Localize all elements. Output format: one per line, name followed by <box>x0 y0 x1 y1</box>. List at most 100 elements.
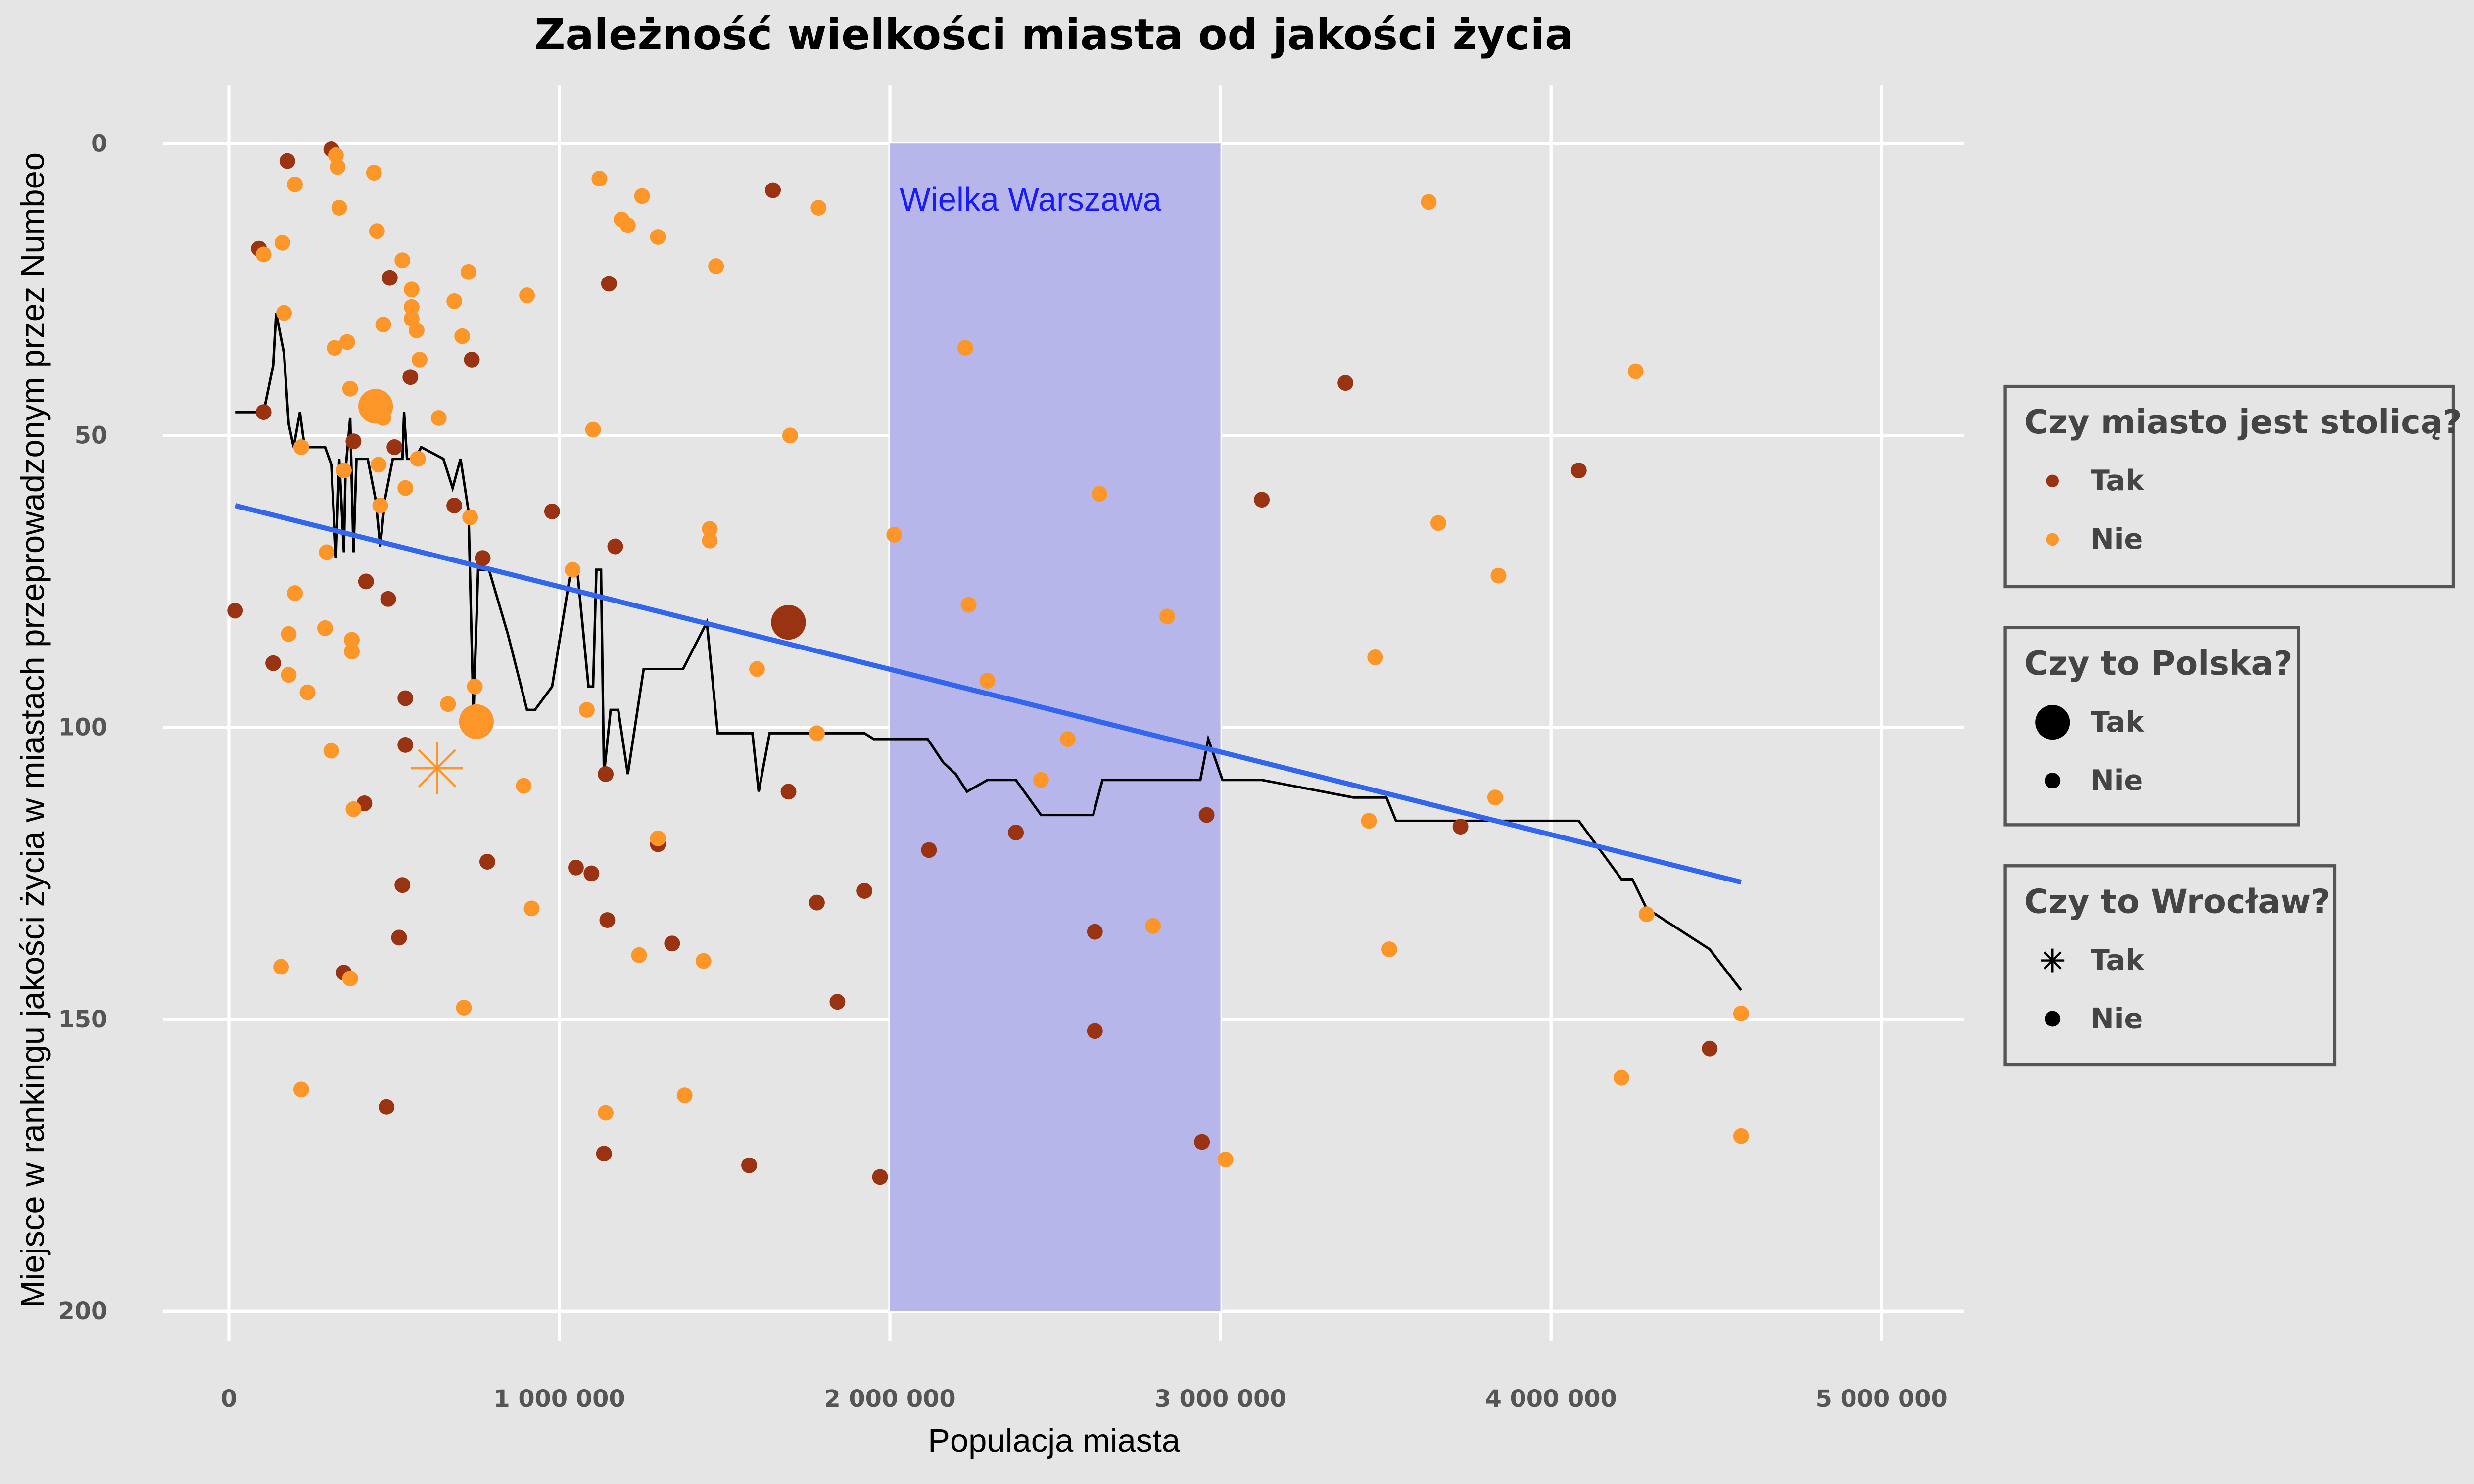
point <box>523 900 540 917</box>
point <box>598 766 614 782</box>
point <box>1421 194 1437 210</box>
point <box>1733 1128 1749 1144</box>
point <box>410 451 426 467</box>
point <box>780 784 797 800</box>
point <box>345 801 362 817</box>
point <box>1570 463 1587 479</box>
point <box>381 270 398 286</box>
point <box>369 223 385 239</box>
point <box>516 778 532 794</box>
point <box>960 597 977 613</box>
point <box>336 463 352 479</box>
point <box>323 742 339 759</box>
point <box>293 1081 309 1098</box>
point <box>409 322 425 338</box>
legend-box <box>2003 384 2455 589</box>
y-tick-label: 150 <box>58 1006 108 1033</box>
point <box>619 217 636 233</box>
point <box>372 498 388 513</box>
point <box>664 935 680 952</box>
x-tick-label: 3 000 000 <box>1155 1386 1286 1413</box>
point <box>430 410 447 426</box>
point <box>273 959 289 975</box>
y-tick-label: 50 <box>75 422 108 450</box>
point <box>1217 1152 1234 1167</box>
point <box>460 264 476 280</box>
x-tick-label: 5 000 000 <box>1816 1386 1948 1413</box>
point <box>771 604 806 640</box>
point <box>265 655 281 671</box>
point <box>1702 1040 1718 1057</box>
point <box>568 859 584 876</box>
x-tick-label: 2 000 000 <box>824 1386 956 1413</box>
band-label: Wielka Warszawa <box>900 181 1162 218</box>
plot-area: Wielka Warszawa <box>227 141 1749 1311</box>
point <box>1087 924 1103 940</box>
point <box>607 538 623 555</box>
point <box>274 234 290 251</box>
point <box>1452 819 1469 835</box>
point <box>741 1157 757 1173</box>
point <box>810 200 827 216</box>
point <box>440 696 456 712</box>
x-tick-label: 4 000 000 <box>1485 1386 1617 1413</box>
point <box>702 521 718 537</box>
point <box>979 673 996 689</box>
point <box>921 842 937 858</box>
point <box>397 737 414 753</box>
legend-key <box>2041 948 2065 973</box>
point <box>479 854 495 870</box>
point <box>872 1169 888 1185</box>
point <box>276 305 292 321</box>
legend-title: Czy to Polska? <box>2024 644 2293 683</box>
point <box>279 153 295 169</box>
point <box>446 498 463 513</box>
point <box>829 994 846 1010</box>
point <box>782 427 798 444</box>
point <box>281 626 297 642</box>
legend-label: Tak <box>2091 943 2145 976</box>
point <box>634 188 650 204</box>
point <box>255 246 272 263</box>
x-tick-label: 1 000 000 <box>493 1386 625 1413</box>
point <box>583 865 600 881</box>
point <box>342 971 358 987</box>
point <box>281 667 297 683</box>
point <box>327 340 343 356</box>
point <box>255 404 272 420</box>
point <box>293 439 309 455</box>
legend-box <box>2003 864 2337 1067</box>
point <box>1194 1134 1210 1150</box>
point <box>317 620 333 636</box>
point <box>601 276 617 292</box>
point <box>591 171 608 186</box>
point <box>454 328 471 344</box>
point <box>631 947 647 963</box>
point <box>695 953 712 969</box>
point <box>596 1146 612 1162</box>
legend-key <box>2046 533 2059 546</box>
point <box>1145 918 1161 934</box>
point <box>650 229 666 245</box>
legend-title: Czy to Wrocław? <box>2024 882 2330 921</box>
point <box>330 159 346 175</box>
point <box>459 704 494 739</box>
point <box>379 1099 395 1115</box>
point <box>1627 363 1644 379</box>
point <box>1092 486 1108 502</box>
point <box>1361 813 1377 829</box>
point <box>299 684 316 700</box>
legend-key <box>2046 474 2059 488</box>
x-tick-label: 0 <box>221 1386 237 1413</box>
point <box>456 1000 472 1016</box>
y-tick-label: 100 <box>58 714 108 742</box>
point <box>765 182 781 198</box>
point <box>394 877 411 893</box>
legend-label: Nie <box>2091 1002 2143 1035</box>
star-point <box>411 742 463 794</box>
legend-label: Tak <box>2091 705 2145 739</box>
point <box>287 176 303 192</box>
point <box>402 369 419 385</box>
point <box>676 1087 693 1104</box>
point <box>380 591 396 607</box>
